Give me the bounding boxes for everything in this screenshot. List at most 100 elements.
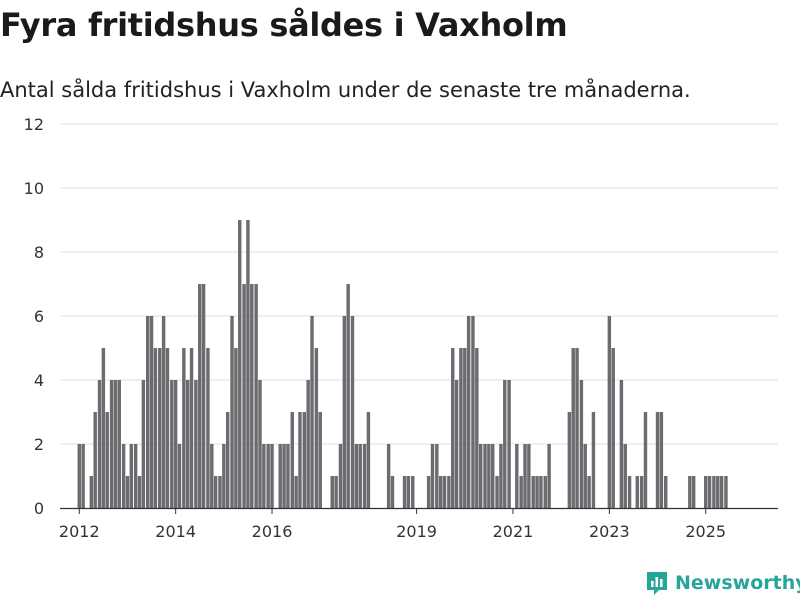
bar [334,476,338,508]
bar [254,284,258,508]
bar [270,444,274,508]
chart-subtitle: Antal sålda fritidshus i Vaxholm under d… [0,78,691,102]
bar [189,348,194,508]
bar [165,348,170,508]
bar [591,412,596,508]
bar [478,444,483,508]
bar [290,412,294,508]
bar [225,412,230,508]
bar [77,444,81,508]
bar [535,476,539,508]
bar [523,444,527,508]
brand-logo[interactable]: Newsworthy [645,570,800,596]
bar [430,444,435,508]
bar [571,348,575,508]
bar [133,444,138,508]
x-tick-label: 2025 [685,522,726,541]
bar [218,476,222,508]
bar [173,380,178,508]
bar [583,444,587,508]
bar [451,348,455,508]
x-tick-label: 2019 [396,522,437,541]
x-tick-label: 2023 [589,522,630,541]
bar [575,348,579,508]
bar [318,412,322,508]
bar [390,476,395,508]
bar [627,476,632,508]
bar [81,444,85,508]
bar [547,444,551,508]
bar [707,476,712,508]
bar [153,348,158,508]
bar [454,380,459,508]
bar [129,444,134,508]
bar [471,316,475,508]
bar [258,380,262,508]
bar [499,444,503,508]
bar [117,380,121,508]
x-tick-label: 2021 [493,522,534,541]
bar [531,476,535,508]
bar [519,476,523,508]
bar [125,476,130,508]
bar [113,380,118,508]
bar [539,476,543,508]
bar [623,444,627,508]
y-tick-label: 10 [24,179,44,198]
bar [97,380,102,508]
bar [346,284,350,508]
bar [354,444,359,508]
bar [507,380,511,508]
bar [655,412,660,508]
bar [109,380,114,508]
bar [230,316,234,508]
bar [338,444,343,508]
bar [358,444,362,508]
y-tick-label: 2 [34,435,44,454]
bar [503,380,507,508]
bar [342,316,347,508]
bar [121,444,126,508]
bar [515,444,519,508]
bar [137,476,142,508]
bar [704,476,708,508]
bar [141,380,146,508]
bar [435,444,439,508]
y-tick-label: 4 [34,371,44,390]
bar [194,380,198,508]
bar [330,476,334,508]
x-tick-label: 2012 [59,522,100,541]
bar [306,380,310,508]
bar [567,412,572,508]
bar [161,316,166,508]
bar [286,444,290,508]
bar [447,476,451,508]
chart-title: Fyra fritidshus såldes i Vaxholm [0,6,568,44]
bar [411,476,415,508]
bar [350,316,355,508]
bar [210,444,214,508]
bar [712,476,716,508]
bar [719,476,724,508]
bar [607,316,612,508]
bar [635,476,639,508]
bar [664,476,668,508]
bar [466,316,471,508]
bar [93,412,97,508]
bar [266,444,270,508]
bar [282,444,286,508]
bar [250,284,254,508]
bar [302,412,307,508]
bar [724,476,728,508]
bar [527,444,531,508]
bar [402,476,407,508]
bar [158,348,162,508]
bar [543,476,547,508]
bar [691,476,696,508]
bar [149,316,154,508]
bar [182,348,186,508]
bar [619,380,624,508]
bar [487,444,491,508]
bar [659,412,664,508]
bar [611,348,615,508]
